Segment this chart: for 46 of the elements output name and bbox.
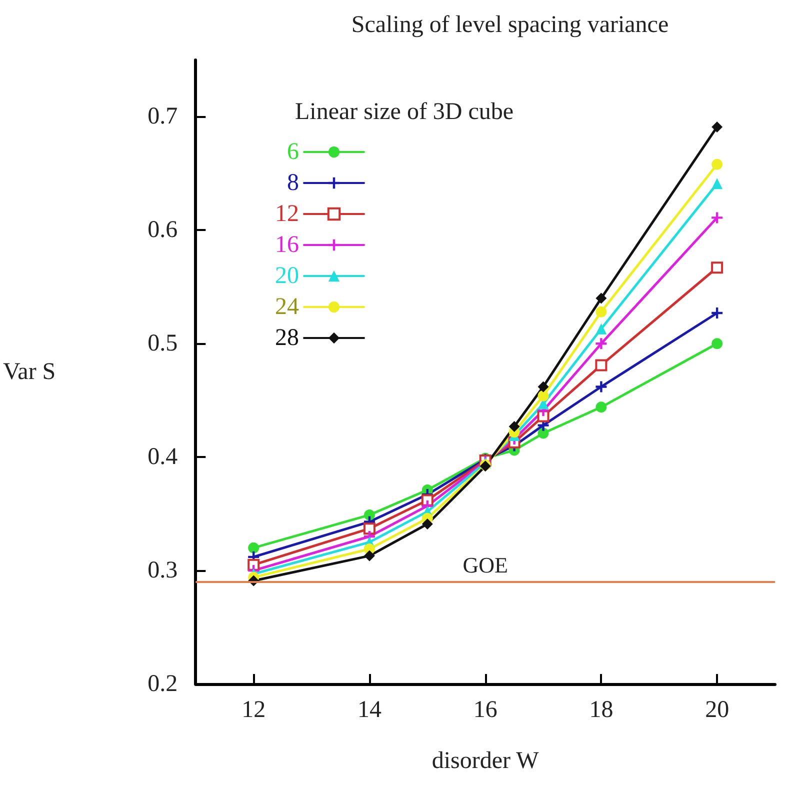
point xyxy=(712,158,723,170)
point xyxy=(538,428,549,439)
point xyxy=(712,338,723,350)
point xyxy=(596,323,607,334)
x-tick-label: 12 xyxy=(242,697,266,723)
point xyxy=(595,359,608,372)
legend-title: Linear size of 3D cube xyxy=(295,99,514,125)
point xyxy=(712,178,723,190)
ref-line-label: GOE xyxy=(462,552,508,578)
point xyxy=(596,381,607,392)
point xyxy=(712,308,723,319)
point xyxy=(538,390,549,402)
point xyxy=(711,262,724,274)
legend-label: 16 xyxy=(275,232,299,258)
x-axis-title: disorder W xyxy=(432,748,540,774)
chart-title: Scaling of level spacing variance xyxy=(351,12,669,38)
legend-label: 8 xyxy=(287,170,299,196)
point xyxy=(596,402,607,413)
point xyxy=(363,522,376,535)
point xyxy=(364,509,375,520)
y-tick-label: 0.2 xyxy=(148,671,178,697)
point xyxy=(712,121,723,132)
point xyxy=(596,306,607,318)
y-tick-label: 0.3 xyxy=(148,558,178,584)
legend-label: 28 xyxy=(275,325,299,351)
x-tick-label: 18 xyxy=(589,697,614,723)
legend-label: 24 xyxy=(275,294,299,320)
point xyxy=(248,542,260,554)
x-tick-label: 16 xyxy=(473,697,498,723)
point xyxy=(712,212,723,224)
point xyxy=(508,420,520,432)
y-axis-title: Var S xyxy=(2,359,56,385)
legend-label: 12 xyxy=(275,201,299,227)
y-tick-label: 0.6 xyxy=(148,217,178,244)
y-tick-label: 0.7 xyxy=(148,104,178,130)
point xyxy=(596,338,607,350)
point xyxy=(596,292,607,304)
point xyxy=(364,550,375,562)
point xyxy=(422,518,433,530)
y-tick-label: 0.4 xyxy=(148,444,178,470)
y-tick-label: 0.5 xyxy=(148,330,178,357)
legend-label: 6 xyxy=(287,139,299,165)
x-tick-label: 20 xyxy=(705,697,730,723)
x-tick-label: 14 xyxy=(357,697,382,723)
legend-label: 20 xyxy=(275,263,299,289)
point xyxy=(538,381,549,392)
